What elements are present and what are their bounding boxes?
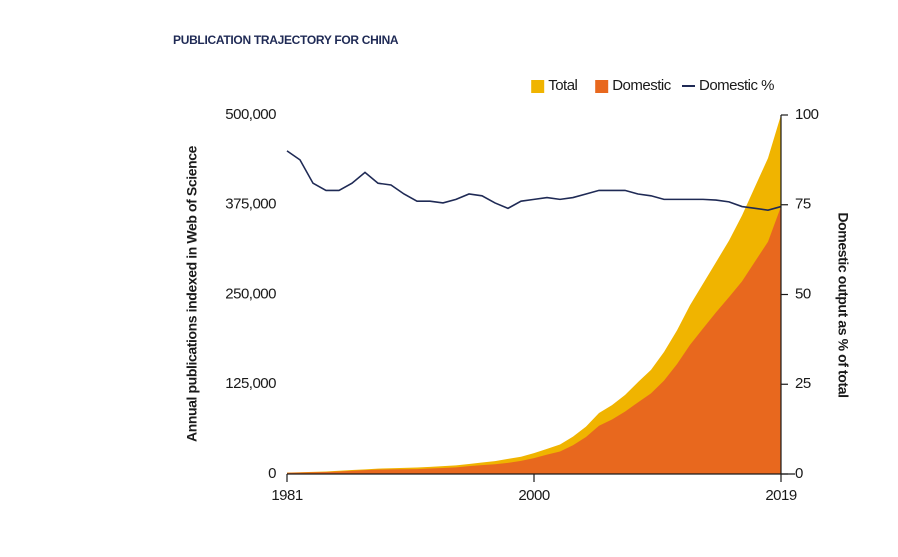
area bbox=[287, 115, 781, 474]
y-tick-label: 375,000 bbox=[225, 196, 276, 213]
y-tick-label: 250,000 bbox=[225, 285, 276, 302]
y2-tick-label: 50 bbox=[795, 285, 811, 302]
y-axis-label: Annual publications indexed in Web of Sc… bbox=[184, 145, 200, 442]
y-tick-label: 0 bbox=[268, 465, 276, 482]
legend-label: Total bbox=[548, 77, 577, 94]
x-tick-label: 1981 bbox=[271, 487, 303, 504]
line bbox=[286, 150, 782, 211]
legend-label: Domestic % bbox=[699, 77, 774, 94]
y-tick-label: 500,000 bbox=[225, 106, 276, 123]
legend-label: Domestic bbox=[612, 77, 672, 94]
legend-swatch bbox=[531, 80, 545, 93]
y2-tick-label: 75 bbox=[795, 196, 811, 213]
area bbox=[287, 206, 781, 475]
chart-title: PUBLICATION TRAJECTORY FOR CHINA bbox=[173, 33, 399, 47]
y2-tick-label: 25 bbox=[795, 375, 811, 392]
y2-tick-label: 100 bbox=[795, 106, 819, 123]
x-tick-label: 2019 bbox=[765, 487, 797, 504]
y2-axis-label: Domestic output as % of total bbox=[835, 212, 851, 397]
y-tick-label: 125,000 bbox=[225, 375, 276, 392]
x-tick-label: 2000 bbox=[518, 487, 550, 504]
y2-tick-label: 0 bbox=[795, 465, 803, 482]
legend-swatch bbox=[595, 80, 609, 93]
